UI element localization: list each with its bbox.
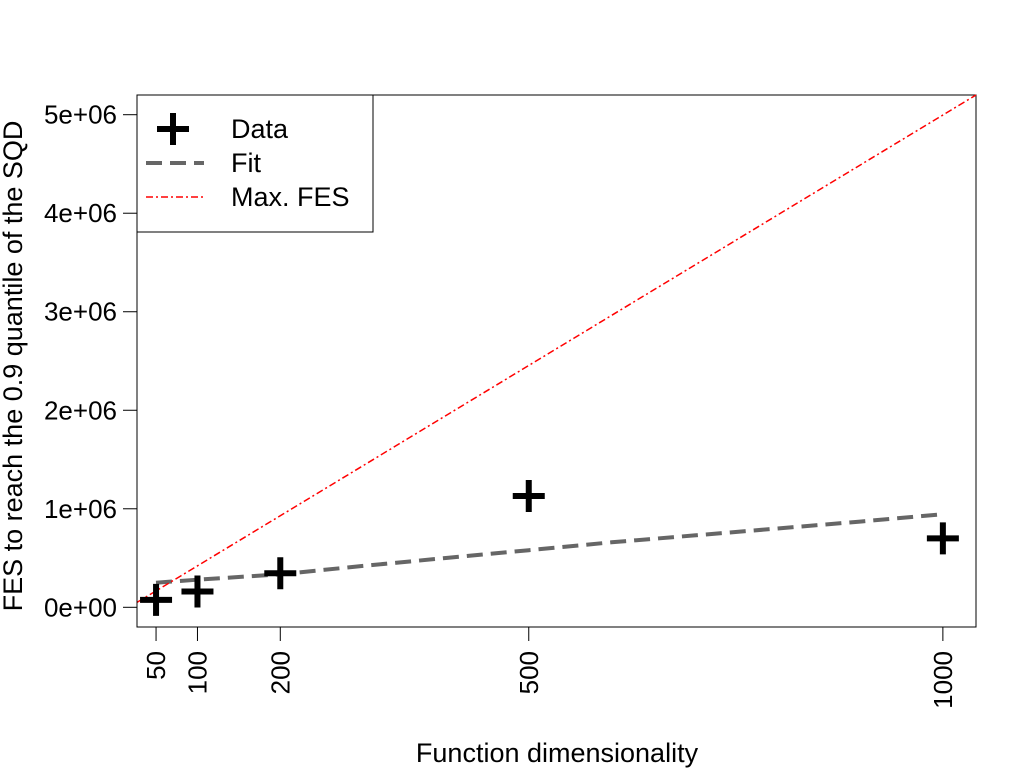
y-tick-label-4: 4e+06 [44, 198, 117, 228]
x-tick-label-500: 500 [514, 651, 544, 694]
legend: Data Fit Max. FES [136, 94, 374, 233]
x-tick-label-100: 100 [182, 651, 212, 694]
legend-label-data: Data [231, 114, 289, 144]
legend-label-fit: Fit [231, 148, 261, 178]
y-tick-label-3: 3e+06 [44, 297, 117, 327]
series-max-fes-line [136, 94, 977, 604]
series-fit-line [155, 512, 944, 585]
y-axis: 0e+00 1e+06 2e+06 3e+06 4e+06 5e+06 [44, 100, 138, 622]
x-axis-label: Function dimensionality [416, 738, 699, 768]
y-tick-label-2: 2e+06 [44, 395, 117, 425]
data-point-100 [181, 575, 214, 608]
y-axis-label: FES to reach the 0.9 quantile of the SQD [0, 121, 28, 612]
series-layer [136, 94, 977, 616]
data-point-500 [512, 479, 545, 512]
x-axis: 50 100 200 500 1000 [141, 626, 958, 709]
data-point-50 [140, 583, 173, 616]
x-tick-label-50: 50 [141, 651, 171, 680]
data-point-1000 [926, 522, 959, 555]
y-tick-label-0: 0e+00 [44, 592, 117, 622]
x-tick-label-1000: 1000 [928, 651, 958, 709]
legend-symbol-data [157, 113, 189, 145]
y-tick-label-1: 1e+06 [44, 494, 117, 524]
x-tick-label-200: 200 [265, 651, 295, 694]
data-point-200 [264, 557, 297, 590]
legend-label-max-fes: Max. FES [231, 182, 350, 212]
y-tick-label-5: 5e+06 [44, 100, 117, 130]
